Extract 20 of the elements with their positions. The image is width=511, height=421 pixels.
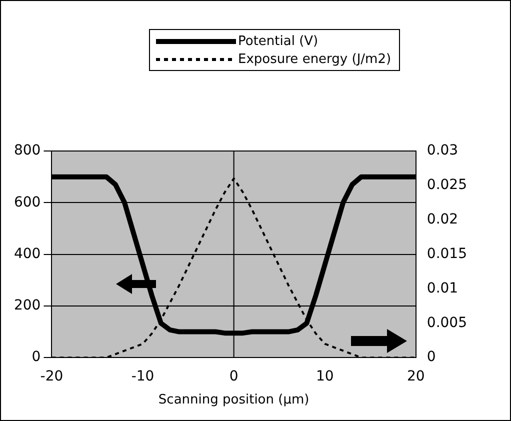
text: Potential (V) bbox=[238, 34, 318, 48]
x-tick-label: 10 bbox=[316, 368, 334, 385]
y-tick-label: 200 bbox=[14, 298, 41, 314]
y-tick-label: 800 bbox=[14, 142, 41, 159]
x-tick-label: -20 bbox=[40, 368, 64, 385]
y2-tick-label: 0.015 bbox=[426, 246, 468, 262]
y2-tick-label: 0.02 bbox=[426, 212, 458, 228]
y-tick-label: 400 bbox=[14, 246, 41, 262]
x-axis-title: Scanning position (μm) bbox=[158, 392, 310, 408]
x-tick-label: -10 bbox=[131, 368, 154, 385]
y2-tick-label: 0.03 bbox=[426, 142, 458, 159]
y2-tick-label: 0.025 bbox=[426, 177, 468, 194]
y-tick-label: 600 bbox=[14, 194, 41, 210]
y2-tick-label: 0.005 bbox=[426, 314, 468, 331]
y-tick-label: 0 bbox=[32, 349, 41, 366]
y2-tick-label: 0.01 bbox=[426, 280, 458, 296]
y2-tick-label: 0 bbox=[426, 349, 436, 366]
x-tick-label: 0 bbox=[229, 368, 238, 385]
x-tick-label: 20 bbox=[407, 368, 425, 385]
legend-label: Exposure energy (J/m2) bbox=[238, 52, 392, 66]
